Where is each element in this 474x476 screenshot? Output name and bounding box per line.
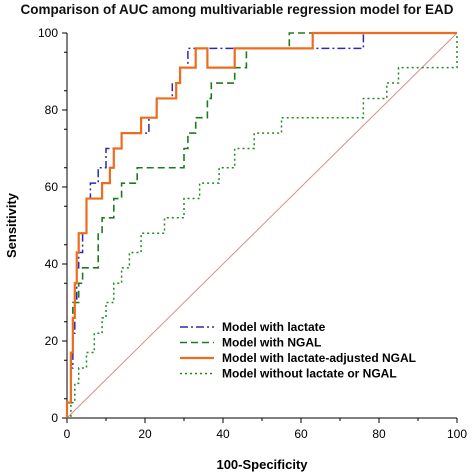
roc-curve-series-2 xyxy=(66,32,457,418)
legend-label: Model with lactate xyxy=(222,320,326,334)
y-tick-label: 100 xyxy=(38,26,58,40)
roc-curve-series-3 xyxy=(65,31,457,418)
y-tick-label: 80 xyxy=(45,103,59,117)
x-tick-label: 20 xyxy=(138,427,152,441)
x-tick-label: 80 xyxy=(372,427,386,441)
x-tick-label: 60 xyxy=(294,427,308,441)
y-tick-label: 40 xyxy=(45,257,59,271)
x-tick-label: 100 xyxy=(447,427,467,441)
y-tick-label: 20 xyxy=(45,334,59,348)
legend-label: Model without lactate or NGAL xyxy=(222,367,397,381)
tick-marks: 0 20 40 60 80 100 0 20 40 60 80 100 xyxy=(38,26,467,441)
reference-line xyxy=(66,32,458,419)
x-axis-title: 100-Specificity xyxy=(216,457,308,472)
y-tick-label: 60 xyxy=(45,180,59,194)
x-tick-label: 0 xyxy=(64,427,71,441)
y-tick-label: 0 xyxy=(51,411,58,425)
x-tick-label: 40 xyxy=(216,427,230,441)
reference-diagonal xyxy=(66,32,458,419)
roc-curves xyxy=(65,31,458,419)
legend-label: Model with lactate-adjusted NGAL xyxy=(222,351,416,365)
legend-label: Model with NGAL xyxy=(222,336,321,350)
chart-title: Comparison of AUC among multivariable re… xyxy=(20,2,454,17)
y-axis-title: Sensitivity xyxy=(4,192,19,258)
